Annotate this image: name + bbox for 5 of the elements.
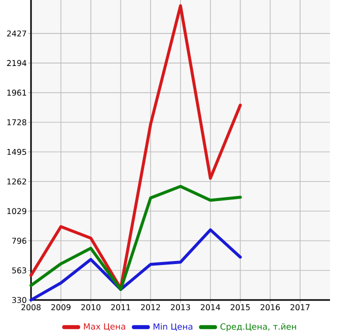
legend-label: Max Цена [84,323,126,331]
line-series [30,184,242,291]
line-series [30,228,242,302]
legend-label: Сред.Цена, т.йен [220,323,296,332]
legend-label: Min Цена [154,323,192,331]
